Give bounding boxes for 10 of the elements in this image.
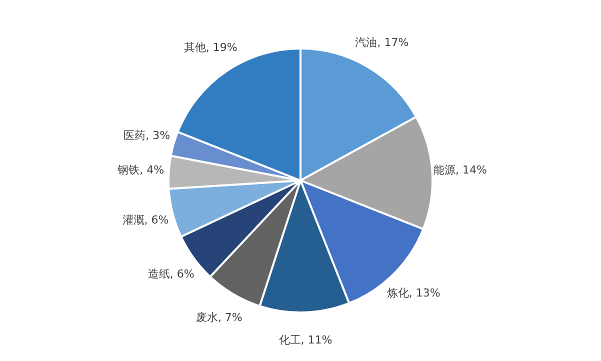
slice-label: 废水, 7% xyxy=(196,311,242,324)
slice-label: 钢铁, 4% xyxy=(116,163,164,176)
slice-label: 能源, 14% xyxy=(433,163,487,176)
slice-label: 灌溉, 6% xyxy=(122,213,169,226)
slice-label: 炼化, 13% xyxy=(386,286,440,300)
slice-label: 化工, 11% xyxy=(278,333,332,346)
slice-label: 造纸, 6% xyxy=(148,268,194,281)
slice-label: 其他, 19% xyxy=(184,41,238,54)
slice-label: 医药, 3% xyxy=(124,128,170,142)
slice-label: 汽油, 17% xyxy=(355,36,409,49)
